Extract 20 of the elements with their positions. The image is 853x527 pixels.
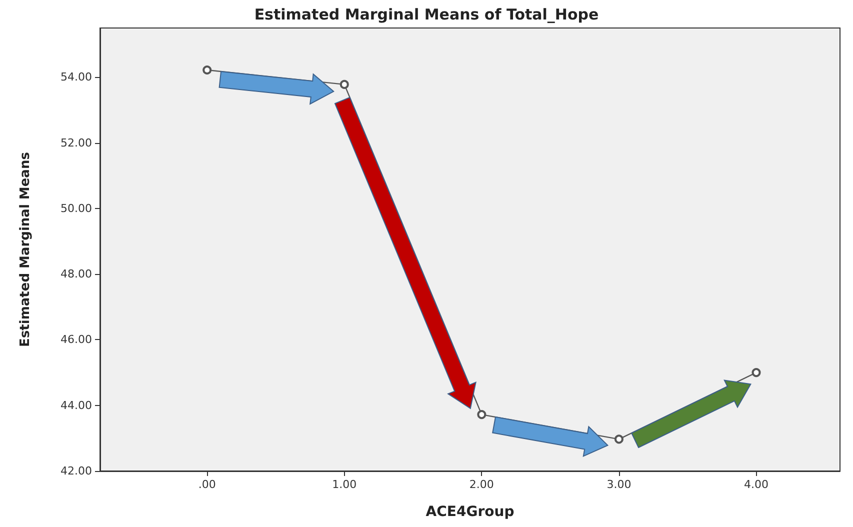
y-tick-label: 42.00	[60, 464, 92, 478]
y-tick-label: 50.00	[60, 202, 92, 215]
y-tick-label: 48.00	[60, 268, 92, 281]
y-tick-label: 46.00	[60, 333, 92, 346]
x-axis-title: ACE4Group	[426, 504, 514, 520]
x-tick-label: 3.00	[606, 478, 632, 491]
x-tick-label: .00	[198, 478, 216, 491]
point	[614, 434, 624, 444]
y-tick-label: 52.00	[60, 136, 92, 150]
y-tick-label: 44.00	[60, 398, 92, 412]
x-tick-label: 4.00	[744, 478, 768, 491]
y-axis-title: Estimated Marginal Means	[18, 152, 33, 347]
point	[340, 80, 349, 89]
y-tick-label: 54.00	[60, 70, 92, 84]
x-tick-label: 2.00	[469, 478, 494, 491]
x-tick-label: 1.00	[332, 478, 357, 491]
chart-title: Estimated Marginal Means of Total_Hope	[254, 6, 599, 24]
point	[752, 368, 761, 378]
point	[477, 410, 486, 420]
point	[202, 66, 212, 74]
